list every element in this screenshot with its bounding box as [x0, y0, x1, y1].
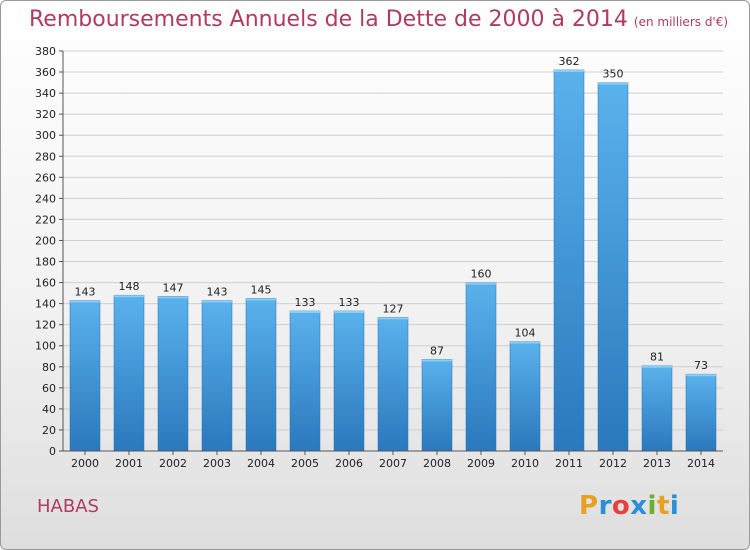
- y-tick-label: 80: [42, 361, 56, 374]
- bar-2009: [465, 282, 497, 452]
- bar-2004: [245, 298, 277, 452]
- y-tick-label: 180: [35, 256, 56, 269]
- y-tick-label: 260: [35, 171, 56, 184]
- logo-letter: i: [647, 491, 657, 521]
- bar-highlight: [70, 300, 100, 303]
- data-label: 133: [339, 296, 360, 309]
- bar-highlight: [598, 82, 628, 85]
- bar-2006: [333, 310, 365, 452]
- y-tick-label: 40: [42, 403, 56, 416]
- logo-letter: o: [611, 491, 631, 521]
- location-label: HABAS: [37, 496, 99, 517]
- x-tick-label: 2000: [71, 457, 99, 470]
- y-tick-label: 120: [35, 319, 56, 332]
- x-tick-label: 2010: [511, 457, 539, 470]
- bar-2007: [377, 317, 409, 452]
- y-tick-label: 380: [35, 45, 56, 58]
- proxiti-logo: Proxiti: [579, 491, 679, 521]
- bar-highlight: [510, 341, 540, 344]
- bar-2005: [289, 310, 321, 452]
- bar-2001: [113, 294, 145, 452]
- x-tick-label: 2004: [247, 457, 275, 470]
- bar-highlight: [642, 365, 672, 368]
- data-label: 160: [471, 268, 492, 281]
- data-label: 81: [650, 351, 664, 364]
- y-tick-label: 0: [49, 445, 56, 458]
- bar-highlight: [422, 359, 452, 362]
- bar-highlight: [334, 311, 364, 313]
- data-label: 147: [163, 281, 184, 294]
- bar-highlight: [202, 300, 232, 303]
- y-tick-label: 60: [42, 382, 56, 395]
- bar-highlight: [554, 69, 584, 72]
- x-tick-label: 2007: [379, 457, 407, 470]
- x-tick-label: 2014: [687, 457, 715, 470]
- y-tick-label: 200: [35, 234, 56, 247]
- x-tick-label: 2012: [599, 457, 627, 470]
- bar-2010: [509, 341, 541, 452]
- bar-highlight: [290, 311, 320, 313]
- chart-title-text: Remboursements Annuels de la Dette de 20…: [29, 7, 628, 32]
- x-tick-label: 2001: [115, 457, 143, 470]
- data-label: 73: [694, 359, 708, 372]
- data-label: 87: [430, 344, 444, 357]
- y-tick-label: 340: [35, 87, 56, 100]
- x-tick-label: 2006: [335, 457, 363, 470]
- logo-letter: i: [669, 491, 680, 521]
- y-tick-label: 20: [42, 424, 56, 437]
- logo-letter: x: [630, 491, 648, 521]
- x-tick-label: 2009: [467, 457, 495, 470]
- logo-letter: r: [598, 491, 612, 521]
- chart-unit: (en milliers d'€): [633, 15, 729, 29]
- y-tick-label: 240: [35, 192, 56, 205]
- data-label: 104: [515, 327, 536, 340]
- y-tick-label: 160: [35, 277, 56, 290]
- bar-2003: [201, 300, 233, 452]
- data-label: 148: [119, 280, 140, 293]
- logo-letter: P: [579, 491, 599, 521]
- x-tick-label: 2011: [555, 457, 583, 470]
- data-label: 143: [207, 285, 228, 298]
- bar-2008: [421, 359, 453, 452]
- bar-highlight: [378, 317, 408, 320]
- bar-highlight: [246, 298, 276, 301]
- y-tick-label: 140: [35, 298, 56, 311]
- bar-2002: [157, 296, 189, 452]
- data-label: 362: [559, 55, 580, 68]
- x-tick-label: 2013: [643, 457, 671, 470]
- y-tick-label: 360: [35, 66, 56, 79]
- y-tick-label: 220: [35, 213, 56, 226]
- data-label: 133: [295, 296, 316, 309]
- data-label: 143: [75, 285, 96, 298]
- bar-2012: [597, 82, 629, 452]
- bar-highlight: [466, 282, 496, 285]
- data-label: 145: [251, 283, 272, 296]
- x-tick-label: 2005: [291, 457, 319, 470]
- data-label: 127: [383, 302, 404, 315]
- bar-2000: [69, 300, 101, 452]
- bar-highlight: [158, 296, 188, 299]
- y-tick-label: 320: [35, 108, 56, 121]
- x-tick-label: 2008: [423, 457, 451, 470]
- bar-highlight: [686, 374, 716, 377]
- x-tick-label: 2002: [159, 457, 187, 470]
- data-label: 350: [603, 68, 624, 81]
- y-tick-label: 100: [35, 340, 56, 353]
- chart-title: Remboursements Annuels de la Dette de 20…: [29, 7, 728, 32]
- bar-highlight: [114, 295, 144, 298]
- logo-letter: t: [656, 491, 670, 521]
- x-tick-label: 2003: [203, 457, 231, 470]
- bar-2014: [685, 373, 717, 452]
- y-tick-label: 280: [35, 150, 56, 163]
- bar-2011: [553, 69, 585, 452]
- bar-2013: [641, 365, 673, 452]
- y-tick-label: 300: [35, 129, 56, 142]
